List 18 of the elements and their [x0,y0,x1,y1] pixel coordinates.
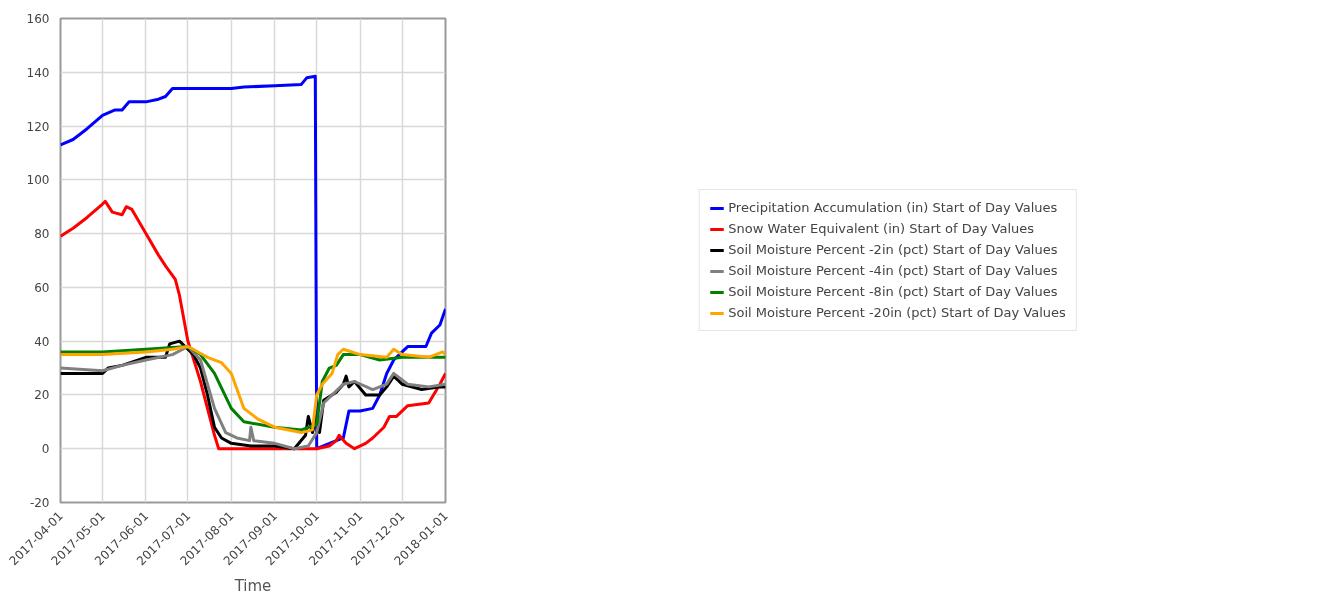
legend-label: Soil Moisture Percent -2in (pct) Start of Day Values [728,242,1058,257]
y-tick-label: 20 [34,388,50,403]
y-tick-label: 160 [26,12,50,26]
legend-label: Snow Water Equivalent (in) Start of Day Values [728,221,1035,236]
y-tick-label: 120 [26,119,50,134]
y-tick-label: 60 [34,280,50,295]
line-series [60,199,446,451]
y-tick-label: 40 [34,334,50,349]
y-tick-label: 0 [41,442,50,457]
y-tick-label: 80 [34,227,50,242]
y-tick-label: 100 [26,173,50,188]
y-tick-label: 140 [26,65,50,80]
legend-label: Soil Moisture Percent -20in (pct) Start of Day Values [728,305,1066,320]
legend-label: Precipitation Accumulation (in) Start of Day Values [728,200,1058,215]
x-axis-title: Time [233,577,272,596]
legend-label: Soil Moisture Percent -8in (pct) Start of Day Values [728,284,1058,299]
legend-label: Soil Moisture Percent -4in (pct) Start of Day Values [728,263,1058,278]
y-tick-label: -20 [29,496,50,510]
